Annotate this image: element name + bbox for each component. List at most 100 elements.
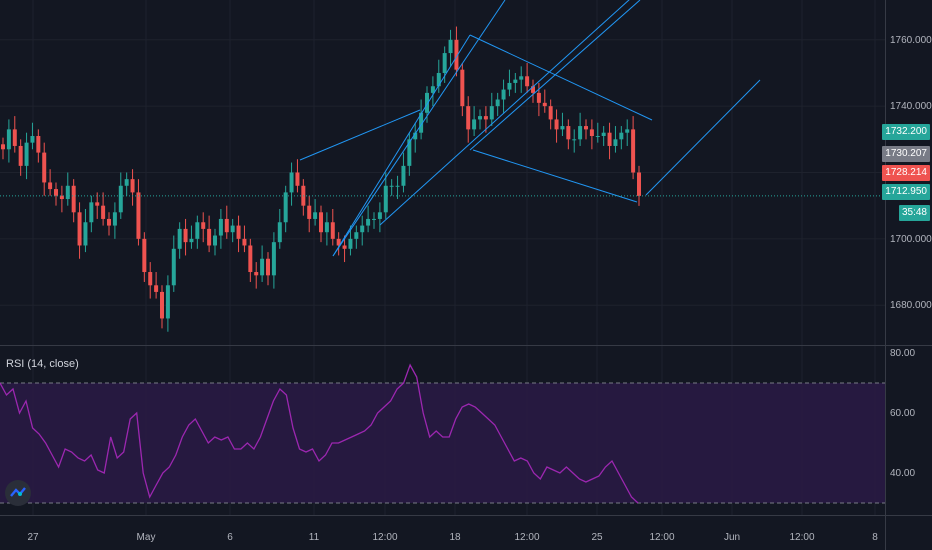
price-tag: 1712.950: [882, 184, 930, 200]
candle-body: [607, 132, 612, 146]
candle-body: [42, 152, 47, 183]
candle-body: [95, 202, 100, 206]
candle-body: [595, 136, 600, 138]
candle-body: [30, 136, 35, 143]
time-tick-label: 12:00: [514, 532, 539, 543]
candle-body: [48, 182, 53, 190]
candle-body: [171, 248, 176, 286]
candle-body: [637, 172, 641, 196]
candle-body: [24, 142, 29, 166]
price-tag: 1730.207: [882, 146, 930, 162]
candle-body: [407, 139, 412, 166]
candle-body: [207, 228, 212, 246]
candle-body: [525, 76, 530, 87]
candle-body: [248, 245, 253, 273]
candle-body: [519, 76, 524, 80]
candle-body: [160, 291, 164, 319]
candle-body: [319, 212, 323, 233]
candle-body: [283, 192, 288, 223]
candle-body: [478, 116, 482, 120]
candle-body: [360, 225, 365, 233]
candle-body: [419, 112, 424, 133]
candle-body: [148, 272, 153, 286]
candle-body: [218, 218, 223, 236]
candle-body: [589, 129, 594, 137]
candle-body: [554, 119, 559, 130]
time-tick-label: May: [137, 532, 156, 543]
candle-body: [460, 69, 465, 107]
candle-body: [430, 86, 435, 93]
candle-body: [342, 245, 347, 249]
candle-body: [507, 82, 512, 90]
price-tag: 1728.214: [882, 165, 930, 181]
candle-body: [277, 222, 282, 243]
rsi-tick-label: 40.00: [890, 468, 915, 479]
candle-body: [201, 222, 206, 229]
candle-body: [313, 212, 318, 219]
rsi-tick-label: 60.00: [890, 408, 915, 419]
time-tick-label: 12:00: [789, 532, 814, 543]
candle-body: [454, 39, 459, 70]
candle-body: [536, 92, 541, 103]
candle-body: [271, 242, 276, 276]
candle-body: [130, 179, 135, 193]
candle-body: [165, 285, 170, 319]
candle-body: [6, 129, 11, 150]
candle-body: [65, 185, 70, 200]
candle-body: [112, 212, 117, 226]
candle-body: [389, 185, 394, 187]
trend-line: [645, 79, 761, 196]
rsi-tick-label: 80.00: [890, 348, 915, 359]
price-tag: 1732.200: [882, 124, 930, 140]
candle-body: [377, 212, 382, 219]
candle-body: [548, 106, 553, 120]
candle-body: [295, 172, 300, 186]
candle-body: [289, 172, 294, 193]
candle-body: [366, 218, 371, 226]
time-tick-label: 8: [872, 532, 878, 543]
candle-body: [83, 222, 88, 246]
trend-line: [379, 0, 630, 226]
time-tick-label: 12:00: [372, 532, 397, 543]
trend-line: [332, 34, 471, 257]
candle-body: [613, 139, 618, 146]
candle-body: [572, 139, 577, 141]
rsi-indicator-label[interactable]: RSI (14, close): [6, 358, 79, 370]
candle-body: [189, 238, 194, 243]
candle-body: [307, 205, 312, 219]
candle-body: [466, 106, 471, 130]
candle-body: [260, 258, 265, 276]
candle-body: [254, 272, 259, 276]
candle-body: [560, 126, 565, 130]
candle-body: [330, 222, 335, 239]
time-tick-label: 12:00: [649, 532, 674, 543]
candle-body: [12, 129, 17, 146]
time-tick-label: 11: [309, 532, 320, 543]
candle-body: [177, 228, 182, 249]
candle-body: [442, 53, 447, 73]
time-tick-label: Jun: [724, 532, 740, 543]
candle-body: [578, 126, 583, 140]
candle-body: [513, 79, 518, 83]
price-tick-label: 1760.000: [890, 35, 932, 46]
candle-body: [383, 185, 388, 213]
tradingview-logo-icon[interactable]: [5, 480, 31, 506]
time-tick-label: 27: [27, 532, 39, 543]
candle-body: [413, 132, 418, 140]
candle-body: [18, 145, 23, 166]
candle-body: [118, 185, 123, 213]
trend-line: [469, 34, 653, 121]
candle-body: [59, 195, 64, 200]
time-tick-label: 18: [449, 532, 461, 543]
candle-body: [501, 89, 506, 100]
candle-body: [154, 285, 159, 292]
trend-line: [299, 109, 421, 161]
candle-body: [266, 258, 270, 276]
price-tick-label: 1680.000: [890, 300, 932, 311]
candle-body: [89, 202, 94, 223]
candle-body: [601, 132, 606, 137]
candle-body: [36, 136, 41, 153]
candle-body: [425, 92, 429, 113]
